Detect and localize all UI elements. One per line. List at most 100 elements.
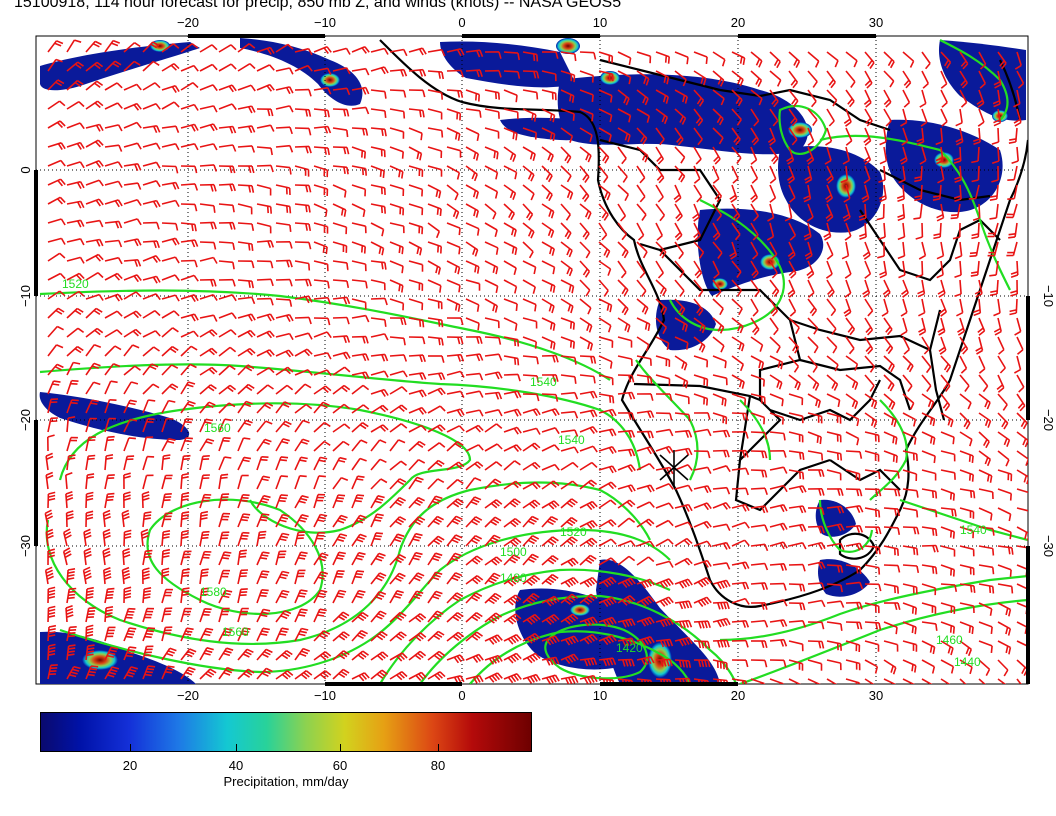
wind-barb-staff [465,444,479,452]
wind-barb-staff [199,256,214,262]
wind-barb-staff [674,51,689,59]
wind-barb-flag [783,619,788,627]
wind-barb-flag [986,474,990,482]
wind-barb-flag [940,311,947,317]
wind-barb-flag [65,471,73,476]
wind-barb-flag [968,473,972,481]
wind-barb-flag [898,274,906,279]
wind-barb-flag [564,581,571,588]
wind-barb-staff [484,222,498,231]
wind-barb-staff [104,161,119,167]
wind-barb-flag [492,212,497,220]
wind-barb-flag [840,600,845,608]
wind-barb-flag [512,577,519,584]
wind-barb-flag [696,307,702,314]
wind-barb-flag [918,311,926,317]
wind-barb-flag [845,121,852,127]
wind-barb-flag [288,333,294,341]
wind-barb-flag [400,460,407,466]
wind-barb-flag [55,309,63,315]
wind-barb-flag [60,238,66,245]
wind-barb-staff [997,583,1012,588]
wind-barb-flag [188,666,196,671]
wind-barb-flag [821,641,825,649]
wind-barb-flag [609,115,613,123]
wind-barb-flag [621,599,628,606]
wind-barb-flag [115,221,120,229]
wind-barb-flag [103,569,111,574]
wind-barb-staff [902,488,917,492]
wind-barb-flag [545,173,551,181]
wind-barb-flag [324,670,332,676]
wind-barb-flag [285,87,291,95]
wind-barb-flag [261,589,269,592]
wind-barb-flag [289,260,293,268]
wind-barb-flag [266,48,272,55]
wind-barb-staff [47,159,62,167]
wind-barb-flag [48,605,56,609]
wind-barb-staff [47,100,61,110]
wind-barb-flag [86,630,94,634]
wind-barb-flag [414,635,422,642]
wind-barb-flag [802,584,806,592]
wind-barb-flag [669,413,673,421]
wind-barb-flag [229,166,233,174]
wind-barb-flag [169,347,177,354]
wind-barb-staff [142,310,156,319]
wind-barb-flag [286,384,294,391]
wind-barb-flag [384,354,389,362]
wind-barb-staff [959,241,963,256]
wind-barb-staff [750,146,758,161]
wind-barb-flag [572,462,579,468]
wind-barb-flag [472,656,479,663]
wind-barb-flag [974,289,982,295]
wind-barb-staff [332,279,348,282]
wind-barb-flag [298,633,306,637]
wind-barb-flag [301,650,309,655]
wind-barb-flag [573,635,579,643]
wind-barb-staff [465,108,481,112]
wind-barb-flag [269,313,275,321]
wind-barb-flag [77,327,85,334]
wind-barb-flag [531,615,538,622]
wind-barb-flag [103,566,111,571]
wind-barb-flag [856,622,860,630]
wind-barb-flag [122,566,130,571]
wind-barb-flag [620,271,627,279]
wind-barb-flag [968,625,971,633]
wind-barb-flag [758,98,763,106]
wind-barb-staff [750,562,765,566]
wind-barb-flag [455,463,462,470]
wind-barb-flag [826,197,833,203]
wind-barb-staff [731,108,742,121]
wind-barb-flag [783,583,787,591]
wind-barb-flag [745,660,749,668]
wind-barb-flag [566,156,572,164]
wind-barb-staff [142,82,156,91]
wind-barb-flag [288,67,294,75]
wind-barb-flag [752,310,759,317]
wind-barb-flag [718,118,724,126]
wind-barb-flag [129,627,137,630]
wind-barb-flag [346,280,350,289]
wind-barb-flag [251,243,254,251]
wind-barb-flag [789,310,797,317]
wind-barb-staff [712,449,728,452]
wind-barb-flag [973,141,981,146]
wind-barb-flag [399,553,407,559]
wind-barb-flag [346,130,349,138]
wind-barb-flag [1001,420,1007,428]
wind-barb-flag [698,659,702,668]
wind-barb-flag [1009,309,1017,313]
wind-barb-flag [473,633,481,639]
wind-barb-flag [245,366,253,372]
wind-barb-flag [764,620,769,628]
wind-barb-flag [821,469,825,477]
wind-barb-flag [712,178,720,184]
wind-barb-staff [959,659,973,668]
wind-barb-flag [415,674,422,681]
wind-barb-flag [953,160,961,164]
wind-barb-flag [212,257,218,264]
wind-barb-staff [1016,336,1024,351]
wind-barb-flag [476,336,480,344]
